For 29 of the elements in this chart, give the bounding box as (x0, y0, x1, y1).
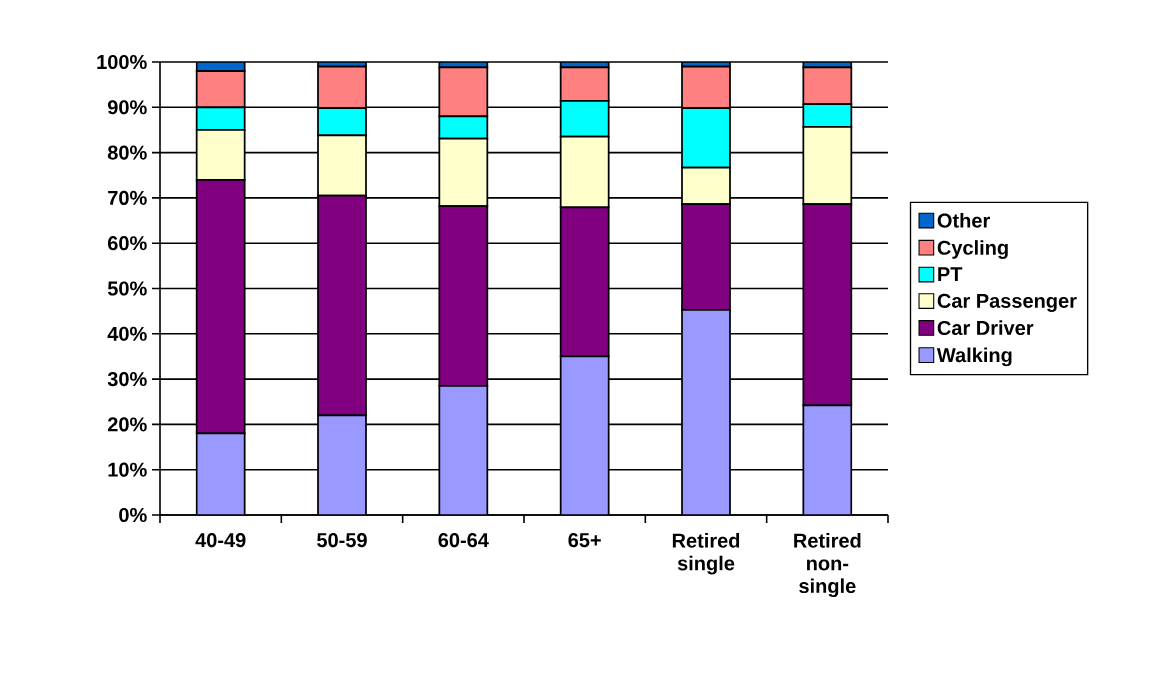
bar (438, 385, 489, 515)
bar (681, 308, 731, 515)
y-tick-label: 40% (107, 326, 147, 341)
bar (317, 414, 367, 515)
bar (802, 404, 853, 515)
x-tick-label: 60-64 (438, 533, 489, 548)
y-tick-label: 20% (107, 417, 147, 432)
x-tick-label: Retired non-single (794, 533, 861, 598)
legend-label: Car Passenger (937, 293, 1077, 312)
legend-label: Cycling (937, 240, 1008, 259)
bar (559, 355, 610, 515)
x-tick-label: 40-49 (195, 533, 246, 548)
y-tick-label: 10% (108, 462, 147, 477)
bar (195, 432, 246, 515)
y-tick-label: 80% (107, 145, 147, 160)
legend-label: Car Driver (937, 320, 1034, 336)
y-tick-label: 50% (107, 281, 147, 296)
x-tick-label: 65+ (568, 533, 601, 548)
y-tick-label: 30% (107, 372, 147, 387)
y-tick-label: 0% (119, 507, 147, 523)
y-tick-label: 70% (108, 190, 147, 205)
legend-label: PT (938, 267, 963, 282)
legend-label: Walking (936, 347, 1012, 367)
legend-label: Other (937, 212, 990, 228)
x-tick-label: 50-59 (317, 533, 367, 548)
x-tick-label: Retired single (672, 533, 740, 575)
y-tick-label: 60% (107, 236, 147, 251)
y-tick-label: 90% (107, 100, 147, 115)
y-tick-label: 100% (97, 54, 147, 70)
